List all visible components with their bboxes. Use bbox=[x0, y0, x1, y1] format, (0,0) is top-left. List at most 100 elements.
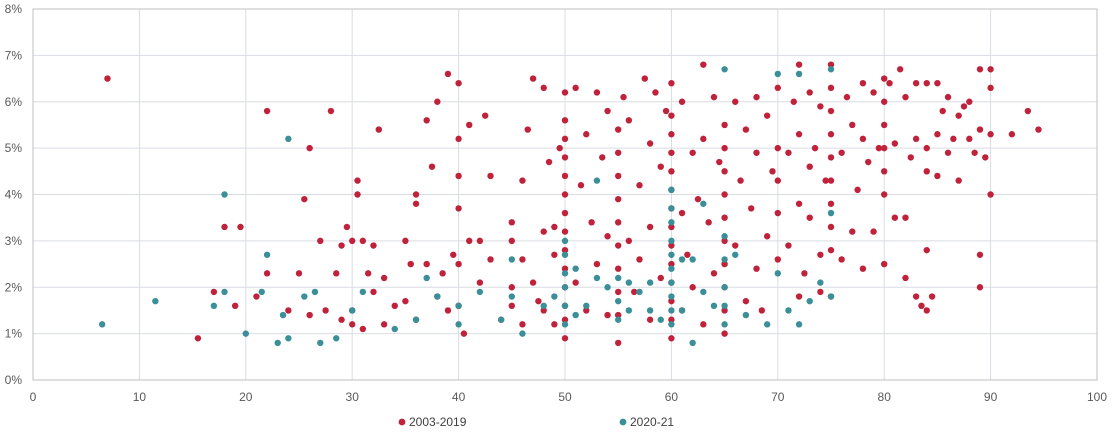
data-point bbox=[785, 149, 792, 156]
data-point bbox=[221, 288, 228, 296]
data-point bbox=[615, 195, 622, 203]
data-point bbox=[881, 144, 888, 152]
data-point bbox=[795, 293, 803, 300]
data-point bbox=[881, 191, 888, 198]
data-point bbox=[354, 177, 361, 184]
data-point bbox=[636, 256, 643, 263]
data-point bbox=[678, 307, 686, 314]
data-point bbox=[519, 177, 526, 184]
data-point bbox=[700, 321, 707, 328]
data-point bbox=[732, 242, 739, 249]
data-point bbox=[646, 140, 654, 147]
data-point bbox=[827, 246, 835, 254]
data-point bbox=[668, 149, 675, 156]
data-point bbox=[827, 223, 835, 231]
x-tick-label: 50 bbox=[558, 390, 572, 404]
data-point bbox=[551, 321, 558, 328]
data-point bbox=[487, 172, 494, 180]
data-point bbox=[535, 297, 542, 305]
data-point bbox=[604, 311, 611, 319]
data-point bbox=[402, 297, 409, 305]
data-point bbox=[221, 191, 228, 198]
data-point bbox=[263, 251, 271, 258]
data-point bbox=[561, 228, 569, 235]
data-point bbox=[891, 214, 899, 221]
data-point bbox=[508, 219, 515, 226]
data-point bbox=[689, 256, 696, 263]
data-point bbox=[646, 307, 654, 314]
data-point bbox=[476, 237, 484, 245]
data-point bbox=[615, 219, 622, 226]
data-point bbox=[231, 302, 239, 309]
data-point bbox=[194, 335, 202, 342]
data-point bbox=[668, 205, 675, 212]
data-point bbox=[966, 98, 973, 105]
data-point bbox=[380, 321, 388, 328]
data-point bbox=[625, 279, 633, 286]
x-tick-label: 100 bbox=[1087, 390, 1107, 404]
data-point bbox=[881, 260, 888, 268]
data-point bbox=[912, 80, 920, 87]
data-point bbox=[263, 107, 271, 115]
data-point bbox=[221, 223, 228, 231]
data-point bbox=[891, 140, 899, 147]
data-point bbox=[827, 61, 835, 68]
data-point bbox=[593, 274, 601, 282]
data-point bbox=[561, 284, 569, 291]
data-point bbox=[402, 237, 409, 245]
data-point bbox=[253, 293, 260, 300]
plot-area-frame bbox=[32, 8, 1098, 381]
data-point bbox=[1035, 126, 1042, 133]
data-point bbox=[721, 307, 728, 314]
data-point bbox=[460, 330, 468, 337]
data-point bbox=[652, 89, 659, 96]
data-point bbox=[519, 321, 526, 328]
data-point bbox=[939, 107, 946, 115]
data-point bbox=[455, 80, 462, 87]
data-point bbox=[817, 103, 824, 110]
data-point bbox=[428, 163, 436, 170]
data-point bbox=[349, 321, 356, 328]
y-axis: 0% 1% 2% 3% 4% 5% 6% 7% 8% bbox=[5, 2, 23, 387]
data-point bbox=[923, 144, 930, 152]
x-tick-label: 20 bbox=[239, 390, 253, 404]
data-point bbox=[354, 191, 361, 198]
data-point bbox=[311, 288, 319, 296]
data-point bbox=[795, 200, 803, 207]
data-point bbox=[721, 191, 728, 198]
data-point bbox=[827, 200, 835, 207]
data-point bbox=[636, 182, 643, 189]
data-point bbox=[923, 168, 930, 175]
data-point bbox=[934, 172, 941, 180]
data-point bbox=[380, 274, 388, 282]
data-point bbox=[668, 237, 675, 245]
data-point bbox=[763, 233, 771, 240]
data-point bbox=[450, 251, 457, 258]
data-point bbox=[668, 168, 675, 175]
data-point bbox=[583, 131, 590, 138]
data-point bbox=[604, 233, 611, 240]
data-point bbox=[551, 293, 558, 300]
data-point bbox=[412, 316, 420, 323]
data-point bbox=[359, 237, 367, 245]
data-point bbox=[561, 270, 569, 277]
data-point bbox=[412, 191, 420, 198]
data-point bbox=[636, 288, 643, 296]
data-point bbox=[732, 98, 739, 105]
data-point bbox=[870, 228, 877, 235]
data-point bbox=[646, 316, 654, 323]
data-point bbox=[827, 293, 835, 300]
data-point bbox=[896, 66, 904, 73]
data-point bbox=[721, 321, 728, 328]
data-point bbox=[987, 84, 994, 92]
data-point bbox=[854, 186, 861, 194]
data-point bbox=[370, 288, 377, 296]
data-point bbox=[721, 237, 728, 245]
y-tick-label: 3% bbox=[5, 234, 23, 248]
data-point bbox=[678, 209, 686, 217]
data-point bbox=[375, 126, 382, 133]
data-point bbox=[625, 307, 633, 314]
data-point bbox=[881, 168, 888, 175]
data-point bbox=[625, 117, 633, 124]
